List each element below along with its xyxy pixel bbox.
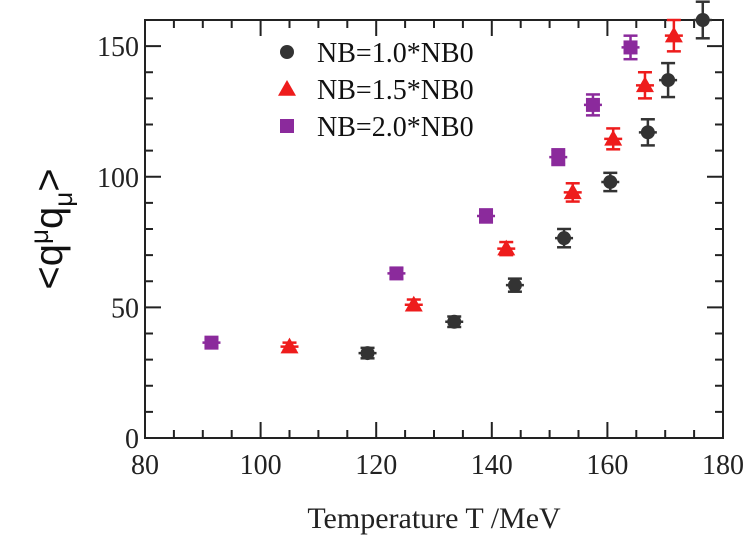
data-point — [635, 76, 654, 93]
x-tick-label: 100 — [240, 450, 282, 481]
y-axis-title-q2: q — [27, 207, 71, 229]
legend-marker — [280, 119, 294, 133]
data-point — [563, 183, 582, 200]
y-axis-title-group: <qμqμ> — [24, 168, 78, 289]
y-tick-label: 150 — [97, 32, 139, 63]
y-tick-label: 50 — [111, 293, 139, 324]
data-point — [479, 208, 494, 223]
x-tick-label: 120 — [355, 450, 397, 481]
data-point — [280, 337, 299, 354]
y-axis-title: <qμqμ> — [24, 168, 78, 289]
legend: NB=1.0*NB0 NB=1.5*NB0 NB=2.0*NB0 — [278, 38, 474, 143]
y-axis-title-q1: q — [27, 244, 71, 266]
data-point — [585, 97, 600, 112]
series-2 — [280, 18, 683, 354]
data-point — [603, 174, 618, 189]
data-point — [447, 314, 462, 329]
legend-marker — [278, 80, 296, 96]
data-point — [664, 26, 683, 43]
data-point — [360, 346, 375, 361]
data-point — [404, 295, 423, 312]
data-point — [623, 40, 638, 55]
axis-ticks — [144, 19, 724, 439]
x-tick-label: 80 — [131, 450, 159, 481]
x-axis-title: Temperature T /MeV — [307, 502, 561, 535]
data-point — [507, 278, 522, 293]
legend-marker — [280, 45, 294, 59]
legend-label: NB=2.0*NB0 — [317, 112, 474, 143]
data-point — [497, 239, 516, 256]
x-tick-label: 140 — [471, 450, 513, 481]
data-point — [640, 125, 655, 140]
y-axis-title-open: < — [27, 266, 71, 289]
y-axis-title-close: > — [27, 168, 71, 191]
series-3 — [202, 34, 640, 350]
data-point — [695, 13, 710, 27]
x-tick-label: 160 — [586, 450, 628, 481]
y-tick-label: 100 — [97, 163, 139, 194]
x-tick-label: 180 — [702, 450, 744, 481]
y-axis-title-sup: μ — [24, 229, 54, 244]
data-points — [202, 0, 712, 361]
data-point — [389, 266, 404, 281]
y-axis-title-sub: μ — [48, 192, 78, 207]
data-point — [557, 231, 572, 246]
legend-label: NB=1.0*NB0 — [317, 38, 474, 69]
axis-tick-labels: 80 100 120 140 160 180 0 50 100 150 — [97, 32, 744, 481]
data-point — [204, 335, 219, 350]
legend-label: NB=1.5*NB0 — [317, 75, 474, 106]
data-point — [661, 73, 676, 88]
series-1 — [358, 0, 712, 361]
data-point — [551, 150, 566, 165]
data-point — [604, 129, 623, 146]
y-tick-label: 0 — [125, 424, 139, 455]
